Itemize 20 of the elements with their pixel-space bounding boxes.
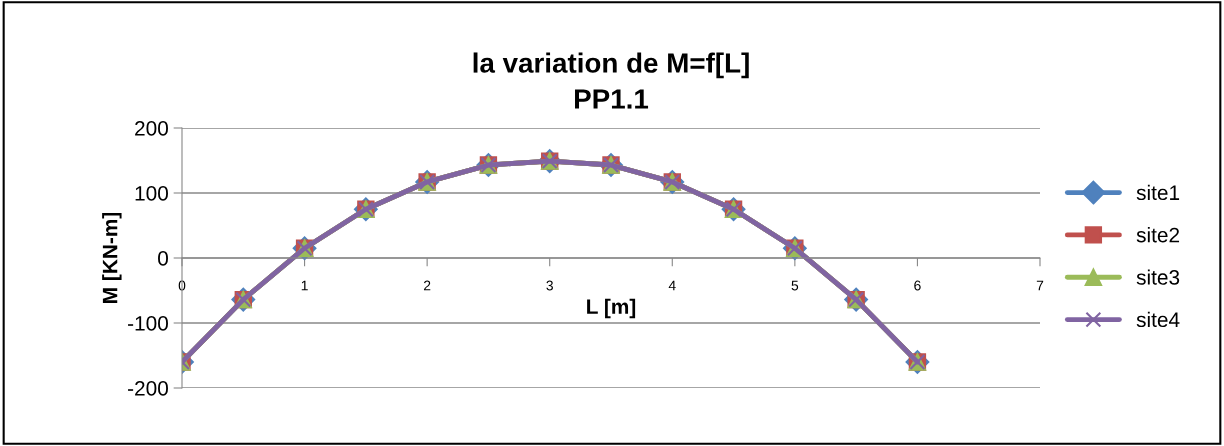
x-tick-label: 1 [301, 280, 308, 291]
legend-label: site3 [1136, 269, 1180, 285]
y-tick-label: 0 [158, 251, 168, 266]
chart-title: la variation de M=f[L] PP1.1 [473, 52, 749, 109]
y-tick-label: -200 [128, 381, 168, 396]
x-tick-label: 6 [914, 280, 921, 291]
y-axis-title: M [KN-m] [102, 212, 122, 303]
legend-label: site1 [1136, 184, 1180, 201]
x-tick-label: 0 [178, 280, 186, 291]
y-tick-label: 200 [135, 121, 168, 136]
x-tick-label: 4 [668, 280, 676, 291]
x-tick-label: 2 [423, 280, 431, 291]
y-tick-label: 100 [135, 186, 168, 201]
legend-label: site4 [1136, 311, 1180, 328]
x-axis-title: L [m] [587, 298, 636, 319]
x-tick-label: 3 [546, 280, 553, 291]
y-tick-label: -100 [128, 316, 168, 331]
legend-label: site2 [1136, 227, 1180, 243]
x-tick-label: 7 [1036, 280, 1044, 291]
x-tick-label: 5 [791, 280, 799, 291]
